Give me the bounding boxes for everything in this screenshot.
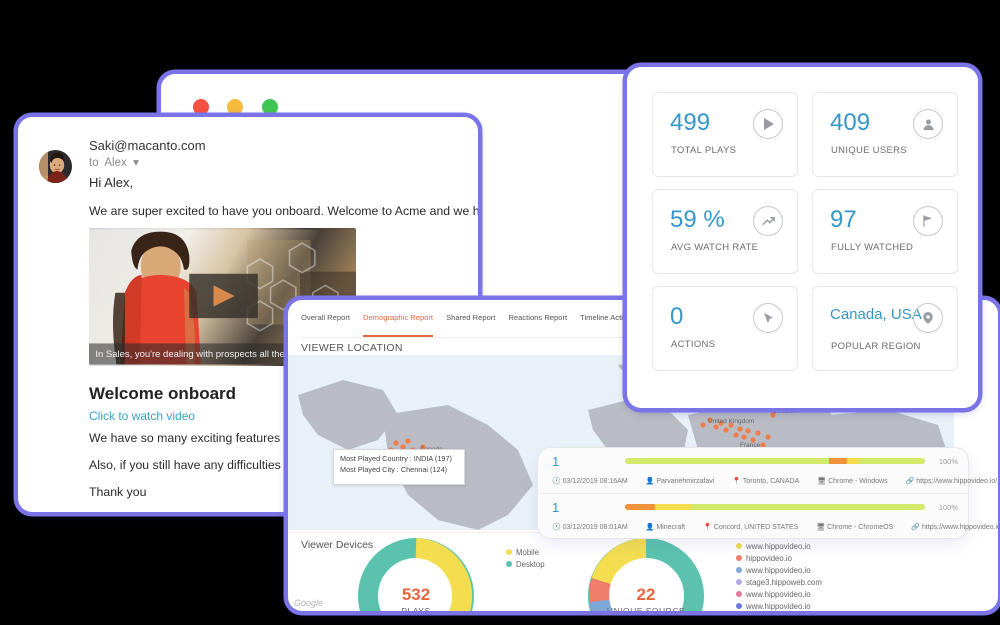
svg-text:22: 22 [637, 585, 656, 604]
svg-text:PLAYS: PLAYS [401, 606, 430, 611]
svg-text:UNIQUE SOURCE: UNIQUE SOURCE [607, 606, 685, 611]
svg-text:United Kingdom: United Kingdom [708, 418, 754, 425]
svg-text:532: 532 [402, 585, 430, 604]
svg-text:Sweden: Sweden [773, 408, 797, 415]
svg-text:In Sales, you're dealing with: In Sales, you're dealing with prospects … [95, 349, 308, 360]
